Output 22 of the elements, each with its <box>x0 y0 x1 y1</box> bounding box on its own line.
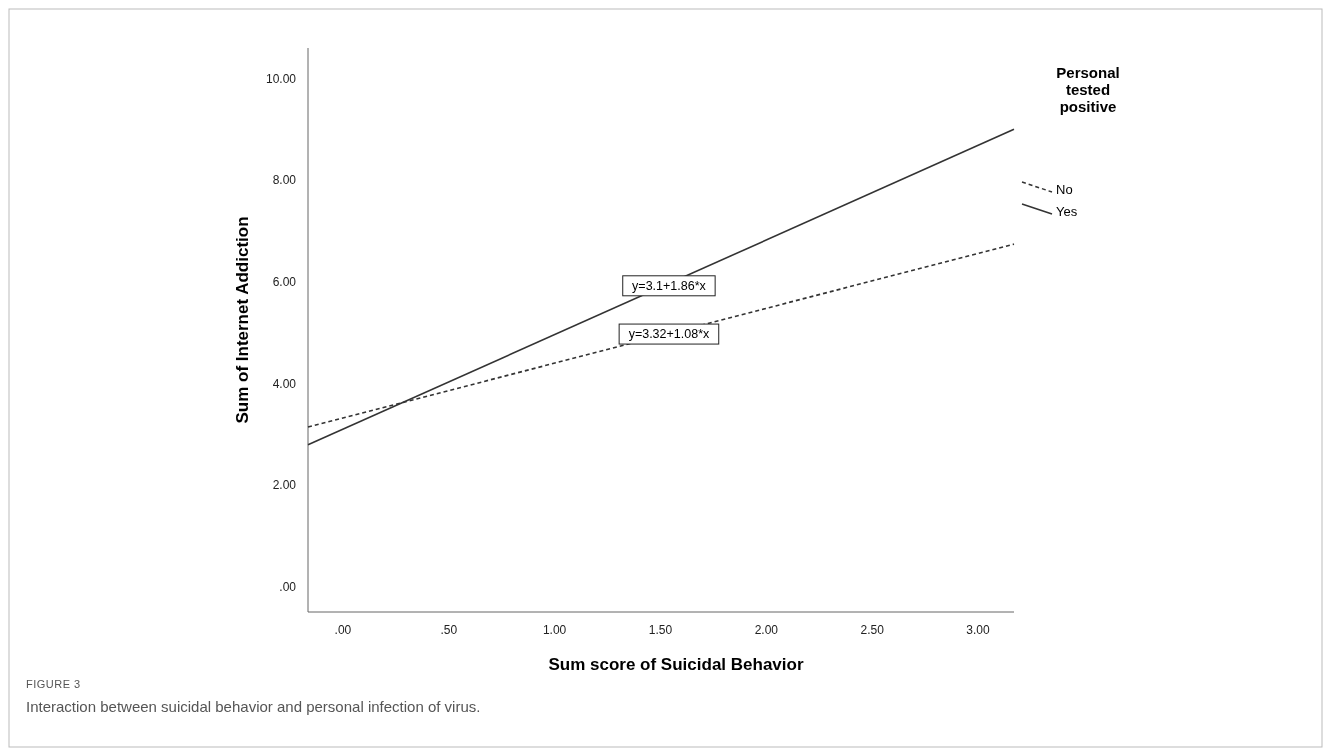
caption: FIGURE 3 <box>26 678 81 690</box>
y-tick-label: 10.00 <box>265 71 297 86</box>
x-tick-label: .50 <box>440 623 458 637</box>
x-tick-label: .00 <box>334 623 352 637</box>
x-tick-label: 1.50 <box>648 623 673 637</box>
y-tick-label: 6.00 <box>272 274 297 289</box>
x-tick-label: 3.00 <box>966 623 991 637</box>
text: Interaction between suicidal behavior and personal infection of virus. <box>26 698 481 715</box>
x-axis-title: Sum score of Suicidal Behavior <box>548 655 804 674</box>
annotation: y=3.1+1.86*x <box>632 279 707 294</box>
x-tick-label: 2.00 <box>754 623 779 637</box>
x-tick-label: 2.50 <box>860 623 885 637</box>
y-tick-label: 8.00 <box>272 173 297 188</box>
legend-title: Personal tested positive <box>1056 64 1120 115</box>
x-tick-label: 1.00 <box>542 623 567 637</box>
legend-label: Yes <box>1056 204 1078 219</box>
annotation: y=3.32+1.08*x <box>628 327 710 342</box>
y-tick-label: 4.00 <box>272 376 297 391</box>
y-tick-label: .00 <box>279 579 297 594</box>
y-tick-label: 2.00 <box>272 478 297 493</box>
y-axis-title: Sum of Internet Addiction <box>233 216 252 424</box>
legend-label: No <box>1056 182 1073 197</box>
